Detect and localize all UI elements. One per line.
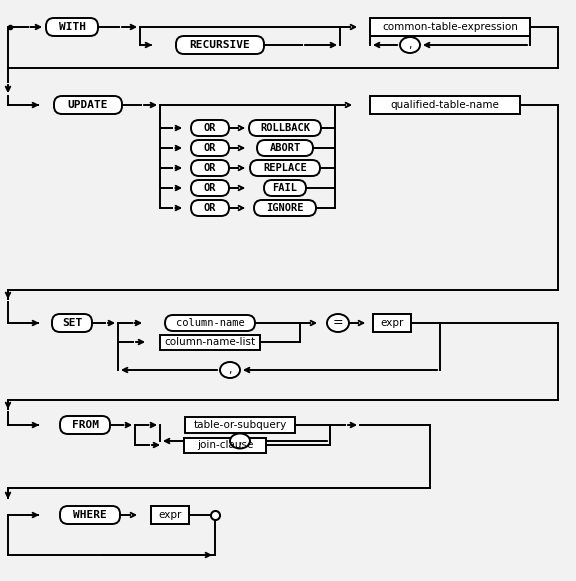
Text: FAIL: FAIL	[272, 183, 297, 193]
FancyBboxPatch shape	[250, 160, 320, 176]
Text: SET: SET	[62, 318, 82, 328]
FancyBboxPatch shape	[191, 140, 229, 156]
Text: join-clause: join-clause	[197, 440, 253, 450]
Bar	[370, 18, 530, 36]
Text: column-name-list: column-name-list	[164, 337, 256, 347]
Bar	[185, 417, 295, 433]
FancyBboxPatch shape	[191, 160, 229, 176]
Text: ,: ,	[228, 365, 232, 375]
Text: column-name: column-name	[176, 318, 244, 328]
Text: ABORT: ABORT	[270, 143, 301, 153]
Text: expr: expr	[158, 510, 181, 520]
Text: REPLACE: REPLACE	[263, 163, 307, 173]
Text: OR: OR	[204, 163, 216, 173]
Ellipse shape	[327, 314, 349, 332]
Ellipse shape	[220, 362, 240, 378]
FancyBboxPatch shape	[54, 96, 122, 114]
Text: OR: OR	[204, 183, 216, 193]
Text: WITH: WITH	[59, 22, 85, 32]
Bar	[370, 96, 520, 114]
Bar	[184, 437, 266, 453]
FancyBboxPatch shape	[176, 36, 264, 54]
FancyBboxPatch shape	[191, 200, 229, 216]
FancyBboxPatch shape	[254, 200, 316, 216]
Text: OR: OR	[204, 123, 216, 133]
FancyBboxPatch shape	[264, 180, 306, 196]
Text: ROLLBACK: ROLLBACK	[260, 123, 310, 133]
FancyBboxPatch shape	[60, 416, 110, 434]
FancyBboxPatch shape	[52, 314, 92, 332]
Text: UPDATE: UPDATE	[68, 100, 108, 110]
Bar	[373, 314, 411, 332]
Bar	[151, 506, 189, 524]
FancyBboxPatch shape	[249, 120, 321, 136]
Text: qualified-table-name: qualified-table-name	[391, 100, 499, 110]
FancyBboxPatch shape	[165, 315, 255, 331]
Ellipse shape	[400, 37, 420, 53]
Text: FROM: FROM	[71, 420, 98, 430]
Text: ,: ,	[238, 436, 242, 446]
FancyBboxPatch shape	[191, 180, 229, 196]
FancyBboxPatch shape	[257, 140, 313, 156]
Text: OR: OR	[204, 143, 216, 153]
Text: table-or-subquery: table-or-subquery	[194, 420, 287, 430]
Ellipse shape	[230, 433, 250, 449]
Text: WHERE: WHERE	[73, 510, 107, 520]
Bar	[160, 335, 260, 350]
Text: IGNORE: IGNORE	[266, 203, 304, 213]
Text: expr: expr	[380, 318, 404, 328]
Text: RECURSIVE: RECURSIVE	[190, 40, 251, 50]
Text: =: =	[333, 317, 343, 329]
FancyBboxPatch shape	[46, 18, 98, 36]
Text: common-table-expression: common-table-expression	[382, 22, 518, 32]
Text: OR: OR	[204, 203, 216, 213]
FancyBboxPatch shape	[60, 506, 120, 524]
Text: ,: ,	[408, 40, 412, 50]
FancyBboxPatch shape	[191, 120, 229, 136]
